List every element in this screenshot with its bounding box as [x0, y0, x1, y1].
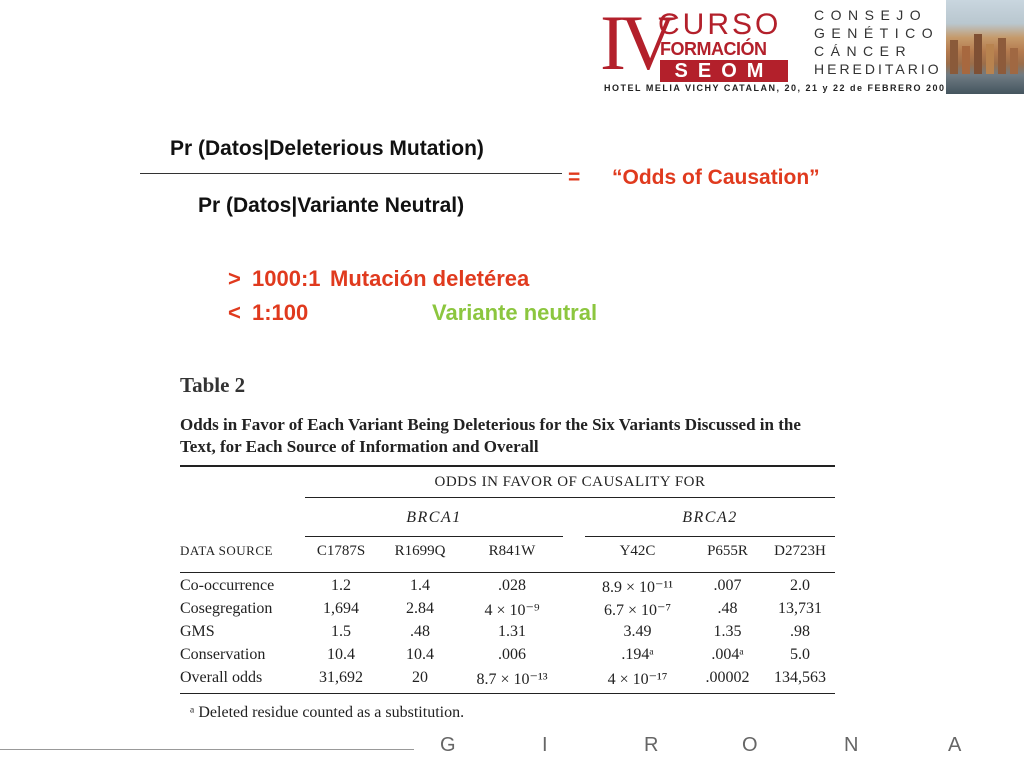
table-cell: 6.7 × 10⁻⁷ [603, 602, 672, 619]
threshold-deleterious-label: Mutación deletérea [330, 266, 530, 291]
logo-line-consejo: CONSEJO [814, 7, 928, 23]
column-header: Y42C [619, 543, 656, 559]
group-rule-brca2 [585, 536, 835, 537]
table-cell: 1.5 [331, 623, 351, 640]
table-cell: 2.84 [406, 600, 434, 617]
logo-line-cancer: CÁNCER [814, 43, 913, 59]
column-header: R1699Q [394, 543, 446, 559]
footer-letter: G [440, 734, 456, 756]
girona-city-photo [946, 0, 1024, 94]
curso-seom-logo: IV CURSO FORMACIÓN SEOM [600, 4, 792, 84]
table-title: Table 2 [180, 373, 246, 397]
row-label: Conservation [180, 646, 266, 663]
table-cell: 8.7 × 10⁻¹³ [476, 671, 548, 688]
row-label: Co-occurrence [180, 577, 275, 594]
table-cell: 1,694 [323, 600, 359, 617]
table-top-rule [180, 465, 835, 467]
formula-result: “Odds of Causation” [612, 166, 820, 189]
table-cell: 10.4 [406, 646, 434, 663]
table-cell: .028 [498, 577, 526, 594]
table-cell: 10.4 [327, 646, 355, 663]
table-cell: 31,692 [319, 669, 363, 686]
logo-formacion: FORMACIÓN [660, 39, 767, 59]
table-cell: .48 [717, 600, 738, 617]
table-spanner-label: ODDS IN FAVOR OF CAUSALITY FOR [434, 474, 706, 490]
group-label-brca1: BRCA1 [406, 509, 462, 526]
consejo-genetico-logo: CONSEJO GENÉTICO CÁNCER HEREDITARIO [814, 6, 942, 78]
table-cell: 13,731 [778, 600, 822, 617]
column-header: D2723H [774, 543, 826, 559]
hotel-date-line: HOTEL MELIA VICHY CATALAN, 20, 21 y 22 d… [604, 83, 953, 93]
table-caption: Odds in Favor of Each Variant Being Dele… [180, 415, 801, 456]
footer-rule [0, 749, 414, 750]
column-header: C1787S [316, 543, 366, 559]
footer-letter: O [742, 734, 758, 756]
logo-seom: SEOM [660, 60, 788, 82]
table-cell: .98 [790, 623, 810, 640]
table-bottom-rule [180, 693, 835, 694]
table-cell: .00002 [705, 669, 750, 686]
threshold-deleterious-symbol: > [228, 266, 241, 291]
fraction-bar [140, 173, 562, 174]
column-header: P655R [707, 543, 748, 559]
table-cell: .48 [410, 623, 430, 640]
column-header: R841W [488, 543, 536, 559]
group-rule-brca1 [305, 536, 563, 537]
spanner-rule [305, 497, 835, 498]
table-cell: 1.35 [713, 623, 742, 640]
table-cell: 8.9 × 10⁻¹¹ [601, 579, 674, 596]
table-cell: .006 [498, 646, 526, 663]
table-cell: .004ᵃ [711, 646, 744, 663]
threshold-neutral-value: 1:100 [252, 300, 309, 325]
formula-equals: = [568, 166, 581, 189]
logo-line-hereditario: HEREDITARIO [814, 61, 942, 77]
table-cell: .194ᵃ [621, 646, 654, 663]
row-label: Cosegregation [180, 600, 273, 617]
table-header-rule [180, 572, 835, 573]
table-cell: 1.4 [410, 577, 430, 594]
threshold-deleterious-value: 1000:1 [252, 266, 321, 291]
table-cell: 4 × 10⁻⁹ [484, 602, 540, 619]
table-cell: 134,563 [774, 669, 826, 686]
footer-letter: R [644, 734, 659, 756]
table-cell: 20 [412, 669, 428, 686]
column-header-data-source: DATA SOURCE [180, 543, 273, 558]
table-cell: 2.0 [790, 577, 810, 594]
table-cell: 1.31 [498, 623, 526, 640]
footer-letter: N [844, 734, 859, 756]
table-cell: 1.2 [331, 577, 351, 594]
table-cell: 5.0 [790, 646, 810, 663]
logo-line-genetico: GENÉTICO [814, 25, 940, 41]
row-label: Overall odds [180, 669, 263, 686]
table-cell: .007 [713, 577, 742, 594]
logo-curso: CURSO [658, 8, 782, 41]
footer-letter: I [542, 734, 548, 756]
table-cell: 4 × 10⁻¹⁷ [607, 671, 668, 688]
footer-letter: A [948, 734, 962, 756]
group-label-brca2: BRCA2 [682, 509, 738, 526]
row-label: GMS [180, 623, 215, 640]
table-footnote: ᵃ Deleted residue counted as a substitut… [190, 704, 465, 721]
threshold-neutral-symbol: < [228, 300, 241, 325]
threshold-neutral-label: Variante neutral [432, 300, 598, 325]
table-cell: 3.49 [623, 623, 652, 640]
formula-numerator: Pr (Datos|Deleterious Mutation) [170, 137, 484, 160]
formula-denominator: Pr (Datos|Variante Neutral) [198, 194, 465, 217]
